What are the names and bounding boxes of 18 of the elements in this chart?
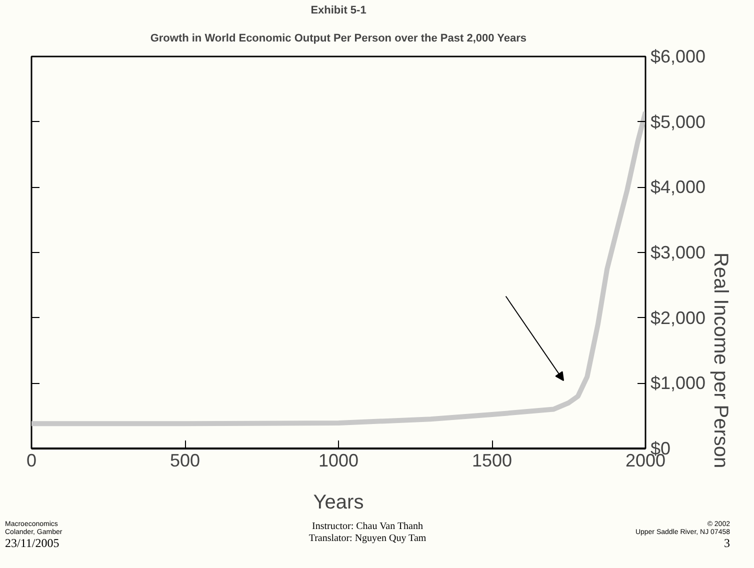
chart-title: Exhibit 5-1: [310, 4, 366, 16]
y-tick-label: $4,000: [650, 177, 706, 198]
x-tick-label: 500: [170, 450, 200, 470]
y-tick-label: $3,000: [650, 242, 706, 262]
x-tick-label: 1000: [318, 450, 359, 470]
y-axis-title: Real Income per Person: [710, 252, 732, 468]
y-tick-label: $2,000: [650, 308, 706, 328]
y-tick-label: $5,000: [650, 112, 706, 132]
text: 23/11/2005: [5, 536, 60, 551]
x-tick-label: 1500: [472, 450, 512, 470]
y-tick-label: $6,000: [650, 46, 706, 66]
text: Translator: Nguyen Quy Tam: [308, 532, 426, 544]
y-tick-label: $1,000: [650, 373, 706, 394]
text: Instructor: Chau Van Thanh: [310, 521, 424, 532]
text: 3: [723, 536, 730, 551]
chart-subtitle: Growth in World Economic Output Per Person over the Past 2,000 Years: [150, 32, 526, 44]
x-tick-label: 0: [26, 450, 37, 470]
x-axis-title: Years: [313, 492, 364, 514]
